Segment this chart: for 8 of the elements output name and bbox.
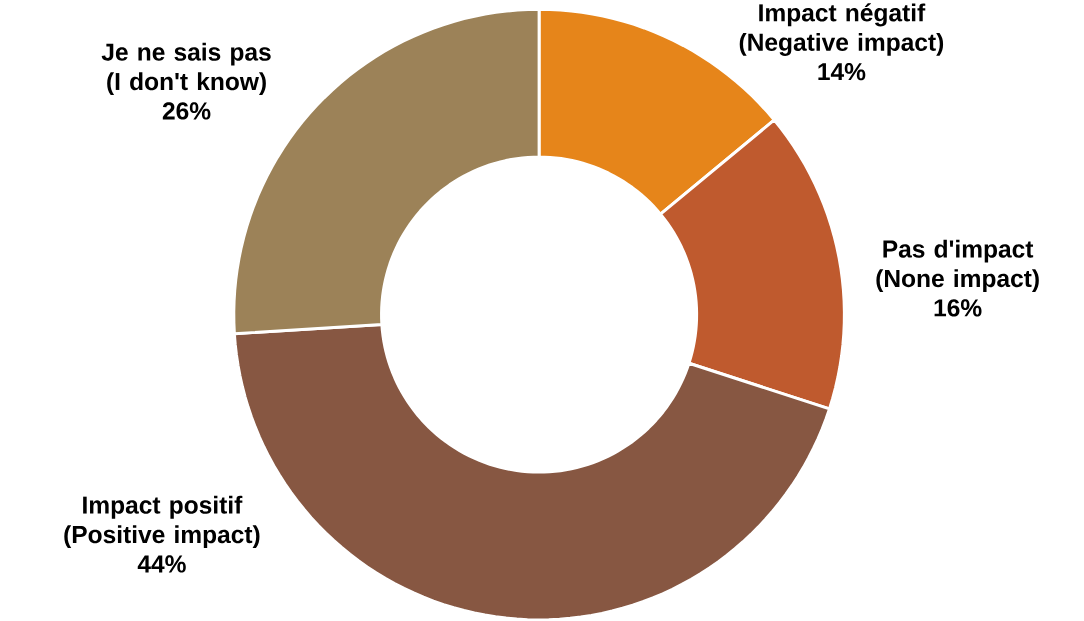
data-label: 26% — [162, 102, 211, 120]
data-label: 44% — [137, 555, 186, 573]
data-label: 16% — [934, 299, 982, 317]
slice-label: Je ne sais pas (I don't know) — [101, 42, 271, 95]
slice-label: Impact négatif (Negative impact) — [739, 3, 944, 56]
data-label: 14% — [818, 62, 866, 81]
slice-label: Pas d'impact (None impact) — [876, 239, 1039, 292]
slice-label: Impact positif (Positive impact) — [64, 495, 260, 548]
